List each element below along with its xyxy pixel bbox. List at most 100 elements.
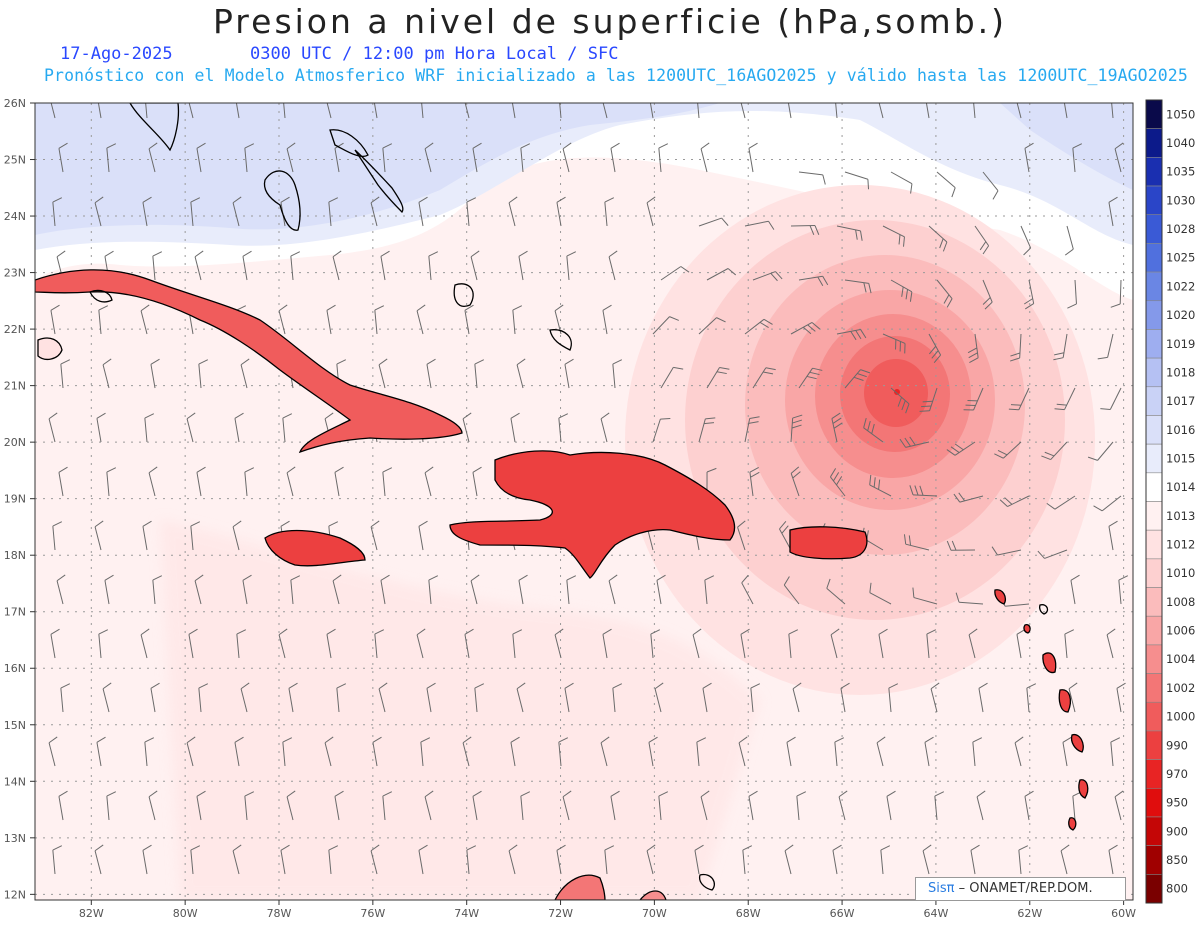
wind-barb: [148, 790, 158, 821]
wind-barb: [464, 103, 470, 119]
colorbar-label: 1022: [1166, 279, 1195, 293]
wind-barb: [1106, 628, 1116, 659]
colorbar-label: 1050: [1166, 107, 1195, 121]
wind-barb: [286, 466, 296, 497]
chart-title: Presion a nivel de superficie (hPa,somb.…: [212, 2, 1008, 41]
wind-barb: [1041, 441, 1068, 461]
island-abaco: [329, 129, 369, 157]
wind-barb: [698, 417, 716, 443]
colorbar-label: 1004: [1166, 652, 1195, 666]
wind-barb: [510, 736, 520, 767]
wind-barb: [654, 682, 664, 713]
low-pressure-system: [625, 185, 1095, 695]
wind-barb: [194, 574, 204, 605]
lat-label: 13N: [4, 832, 26, 845]
wind-barb: [1062, 736, 1072, 767]
colorbar-swatch: [1145, 701, 1163, 732]
wind-barb: [142, 844, 152, 875]
wind-barb: [190, 521, 201, 551]
wind-barb: [835, 103, 838, 119]
colorbar-swatch: [1145, 415, 1163, 445]
lat-label: 15N: [4, 719, 26, 732]
wind-barb: [428, 251, 439, 281]
colorbar-swatch: [1145, 845, 1163, 875]
wind-barb: [94, 196, 104, 227]
wind-barb: [890, 279, 913, 302]
wind-barb: [520, 791, 531, 821]
wind-barb: [704, 575, 715, 605]
wind-barb: [148, 466, 158, 497]
wind-barb: [418, 520, 428, 551]
wind-barb: [878, 628, 888, 659]
wind-barb: [656, 574, 666, 605]
wind-barb: [380, 574, 390, 605]
wind-barb: [658, 143, 669, 173]
wind-barb: [790, 322, 821, 335]
wind-barb: [1110, 737, 1121, 767]
wind-barb: [784, 844, 794, 875]
wind-barb: [372, 736, 382, 767]
wind-barb: [646, 844, 656, 875]
wind-barb: [98, 629, 109, 659]
colorbar-label: 950: [1166, 796, 1188, 810]
wind-barb: [470, 574, 480, 605]
wind-barb: [741, 574, 754, 605]
wind-barb: [882, 333, 906, 354]
wind-barb: [700, 142, 710, 173]
wind-barb: [426, 358, 436, 389]
wind-barb: [106, 143, 117, 173]
wind-barb: [737, 520, 746, 551]
wind-barb: [190, 845, 201, 875]
wind-barb: [604, 197, 615, 227]
wind-barb: [58, 466, 68, 497]
wind-barb: [280, 844, 290, 875]
colorbar-label: 1020: [1166, 308, 1195, 322]
wind-barb: [876, 736, 886, 767]
wind-barb: [890, 171, 913, 194]
wind-barb: [646, 196, 656, 227]
lat-label: 23N: [4, 267, 26, 280]
wind-barb: [1108, 844, 1118, 875]
wind-barb: [836, 328, 867, 341]
wind-barb: [554, 628, 564, 659]
wind-barb: [186, 412, 196, 443]
wind-barb: [194, 250, 204, 281]
wind-barb: [466, 845, 477, 875]
lon-label: 62W: [1017, 907, 1042, 920]
lon-label: 64W: [923, 907, 948, 920]
wind-barb: [740, 103, 746, 119]
wind-barb: [783, 576, 800, 605]
lat-label: 19N: [4, 493, 26, 506]
island-jamaica: [264, 529, 366, 567]
colorbar-swatch: [1145, 615, 1163, 646]
islands: [35, 103, 1089, 900]
wind-barb: [967, 333, 979, 364]
wind-barb: [240, 358, 250, 389]
island-curacao: [698, 873, 715, 891]
island-st-kitts: [994, 589, 1007, 605]
wind-barb: [1110, 279, 1122, 308]
wind-barb: [829, 468, 846, 497]
wind-barb: [418, 196, 428, 227]
wind-barb: [660, 266, 690, 281]
island-andros: [263, 170, 301, 231]
colorbar-swatch: [1145, 730, 1163, 760]
wind-barb: [518, 574, 528, 605]
wind-barb: [1014, 736, 1024, 767]
colorbar-label: 1018: [1166, 365, 1195, 379]
wind-barb: [556, 844, 566, 875]
wind-barb: [564, 358, 574, 389]
colorbar-swatch: [1145, 587, 1163, 617]
wind-barb: [831, 412, 843, 443]
wind-barb: [1063, 103, 1068, 119]
wind-barb: [1020, 225, 1032, 256]
wind-barb: [196, 142, 206, 173]
colorbar-swatch: [1145, 329, 1163, 359]
wind-barb: [660, 366, 684, 389]
wind-barb: [380, 250, 390, 281]
wind-barb: [946, 540, 976, 551]
wind-barb: [152, 575, 163, 605]
wind-barb: [104, 574, 114, 605]
colorbar-swatch: [1145, 99, 1163, 129]
island-guadeloupe: [1042, 652, 1057, 674]
